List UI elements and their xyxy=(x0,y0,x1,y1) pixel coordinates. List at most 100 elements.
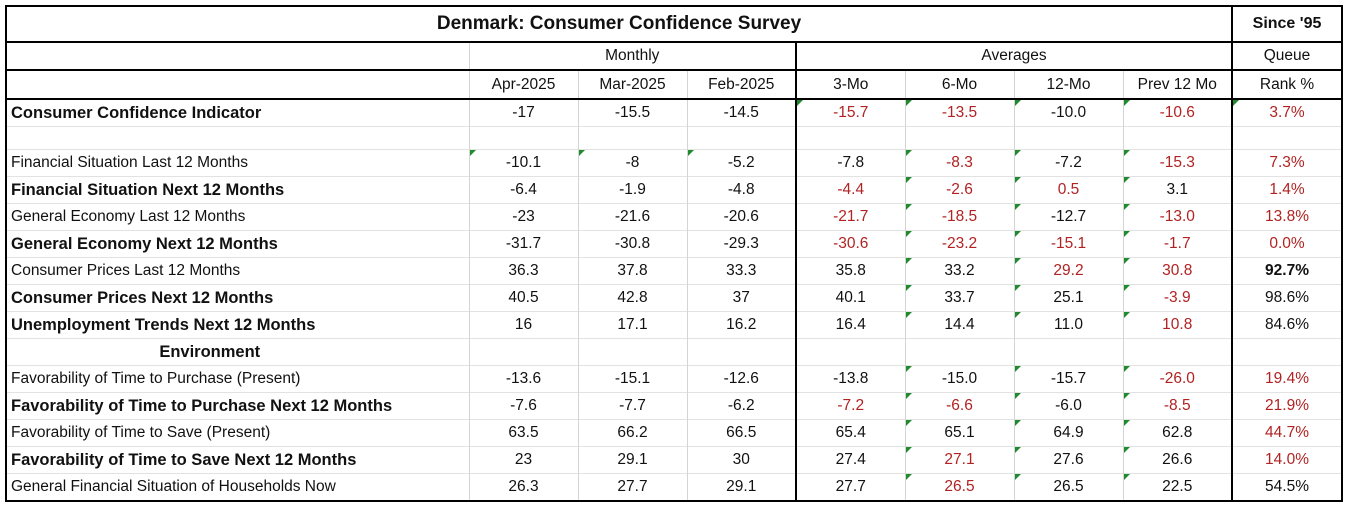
table-row: Favorability of Time to Save (Present) 63… xyxy=(5,419,1344,447)
value-cell: 25.1 xyxy=(1013,284,1123,312)
col-header-6-mo: 6-Mo xyxy=(904,69,1014,100)
value-cell xyxy=(795,126,905,150)
value-cell: 66.5 xyxy=(686,419,796,447)
value-cell: 17.1 xyxy=(577,311,687,339)
value-cell: -29.3 xyxy=(686,230,796,258)
value-cell: 62.8 xyxy=(1122,419,1233,447)
value-cell: -10.0 xyxy=(1013,98,1123,127)
value-cell: 84.6% xyxy=(1231,311,1344,339)
value-cell xyxy=(1231,338,1344,366)
row-label: Financial Situation Next 12 Months xyxy=(5,176,469,204)
row-label: Consumer Confidence Indicator xyxy=(5,98,469,127)
value-cell: -23.2 xyxy=(904,230,1014,258)
value-cell: -4.8 xyxy=(686,176,796,204)
value-cell: -8.3 xyxy=(904,149,1014,177)
col-header-12-mo: 12-Mo xyxy=(1013,69,1123,100)
value-cell: -15.1 xyxy=(577,365,687,393)
value-cell: -30.6 xyxy=(795,230,905,258)
value-cell: 40.5 xyxy=(468,284,578,312)
value-cell: 22.5 xyxy=(1122,473,1233,502)
value-cell: -18.5 xyxy=(904,203,1014,231)
value-cell: 40.1 xyxy=(795,284,905,312)
value-cell: 3.7% xyxy=(1231,98,1344,127)
value-cell: 36.3 xyxy=(468,257,578,285)
value-cell: -10.6 xyxy=(1122,98,1233,127)
column-header-row: Apr-2025 Mar-2025 Feb-2025 3-Mo 6-Mo 12-… xyxy=(5,69,1344,100)
value-cell: -7.7 xyxy=(577,392,687,420)
value-cell xyxy=(1231,126,1344,150)
value-cell: 26.5 xyxy=(904,473,1014,502)
value-cell: 16 xyxy=(468,311,578,339)
value-cell: -15.5 xyxy=(577,98,687,127)
value-cell xyxy=(686,126,796,150)
title-row: Denmark: Consumer Confidence Survey Sinc… xyxy=(4,5,1344,43)
value-cell: 23 xyxy=(468,446,578,474)
col-header-mar-2025: Mar-2025 xyxy=(577,69,687,100)
value-cell xyxy=(904,338,1014,366)
value-cell: -7.8 xyxy=(795,149,905,177)
row-label: Favorability of Time to Purchase (Presen… xyxy=(5,365,469,393)
group-queue: Queue xyxy=(1231,41,1344,71)
value-cell: -31.7 xyxy=(468,230,578,258)
group-averages: Averages xyxy=(794,41,1233,71)
value-cell: 26.3 xyxy=(468,473,578,502)
table-row: Consumer Confidence Indicator -17 -15.5 -14… xyxy=(5,98,1344,127)
table-row: General Economy Last 12 Months -23 -21.6 -2… xyxy=(5,203,1344,231)
value-cell xyxy=(1013,338,1123,366)
value-cell: 98.6% xyxy=(1231,284,1344,312)
value-cell: -12.6 xyxy=(686,365,796,393)
value-cell: -12.7 xyxy=(1013,203,1123,231)
group-monthly: Monthly xyxy=(468,41,796,71)
value-cell: -6.0 xyxy=(1013,392,1123,420)
value-cell: 27.7 xyxy=(577,473,687,502)
value-cell: 33.3 xyxy=(686,257,796,285)
value-cell: 16.2 xyxy=(686,311,796,339)
value-cell: -1.9 xyxy=(577,176,687,204)
table-row: General Economy Next 12 Months -31.7 -30.8… xyxy=(5,230,1344,258)
value-cell: -7.2 xyxy=(795,392,905,420)
value-cell: 27.6 xyxy=(1013,446,1123,474)
value-cell: 26.5 xyxy=(1013,473,1123,502)
row-label xyxy=(5,126,469,150)
value-cell: 14.4 xyxy=(904,311,1014,339)
value-cell: 33.2 xyxy=(904,257,1014,285)
value-cell: -6.6 xyxy=(904,392,1014,420)
value-cell: 27.1 xyxy=(904,446,1014,474)
value-cell xyxy=(795,338,905,366)
value-cell xyxy=(1122,338,1233,366)
value-cell: -4.4 xyxy=(795,176,905,204)
table-row: Financial Situation Next 12 Months -6.4 -1… xyxy=(5,176,1344,204)
value-cell: -13.0 xyxy=(1122,203,1233,231)
value-cell: 0.5 xyxy=(1013,176,1123,204)
section-label: Environment xyxy=(5,338,469,366)
row-label: Favorability of Time to Purchase Next 12… xyxy=(5,392,469,420)
value-cell xyxy=(1013,126,1123,150)
value-cell: 30.8 xyxy=(1122,257,1233,285)
value-cell xyxy=(904,126,1014,150)
table-row: Favorability of Time to Save Next 12 Mon… xyxy=(5,446,1344,474)
col-header-rank: Rank % xyxy=(1231,69,1344,100)
group-header-row: Monthly Averages Queue xyxy=(5,41,1344,71)
value-cell: -15.3 xyxy=(1122,149,1233,177)
value-cell: -13.6 xyxy=(468,365,578,393)
value-cell: 21.9% xyxy=(1231,392,1344,420)
value-cell xyxy=(468,126,578,150)
value-cell: 65.4 xyxy=(795,419,905,447)
col-header-apr-2025: Apr-2025 xyxy=(468,69,578,100)
value-cell: 27.4 xyxy=(795,446,905,474)
row-label: Unemployment Trends Next 12 Months xyxy=(5,311,469,339)
value-cell: 3.1 xyxy=(1122,176,1233,204)
value-cell: -17 xyxy=(468,98,578,127)
value-cell: -5.2 xyxy=(686,149,796,177)
value-cell: 26.6 xyxy=(1122,446,1233,474)
value-cell: -23 xyxy=(468,203,578,231)
value-cell: -13.5 xyxy=(904,98,1014,127)
value-cell: -1.7 xyxy=(1122,230,1233,258)
value-cell: -7.2 xyxy=(1013,149,1123,177)
value-cell: 42.8 xyxy=(577,284,687,312)
col-header-3-mo: 3-Mo xyxy=(795,69,905,100)
value-cell: -30.8 xyxy=(577,230,687,258)
row-label: Favorability of Time to Save Next 12 Mon… xyxy=(5,446,469,474)
table-row: Consumer Prices Last 12 Months 36.3 37.8 33… xyxy=(5,257,1344,285)
value-cell: 63.5 xyxy=(468,419,578,447)
